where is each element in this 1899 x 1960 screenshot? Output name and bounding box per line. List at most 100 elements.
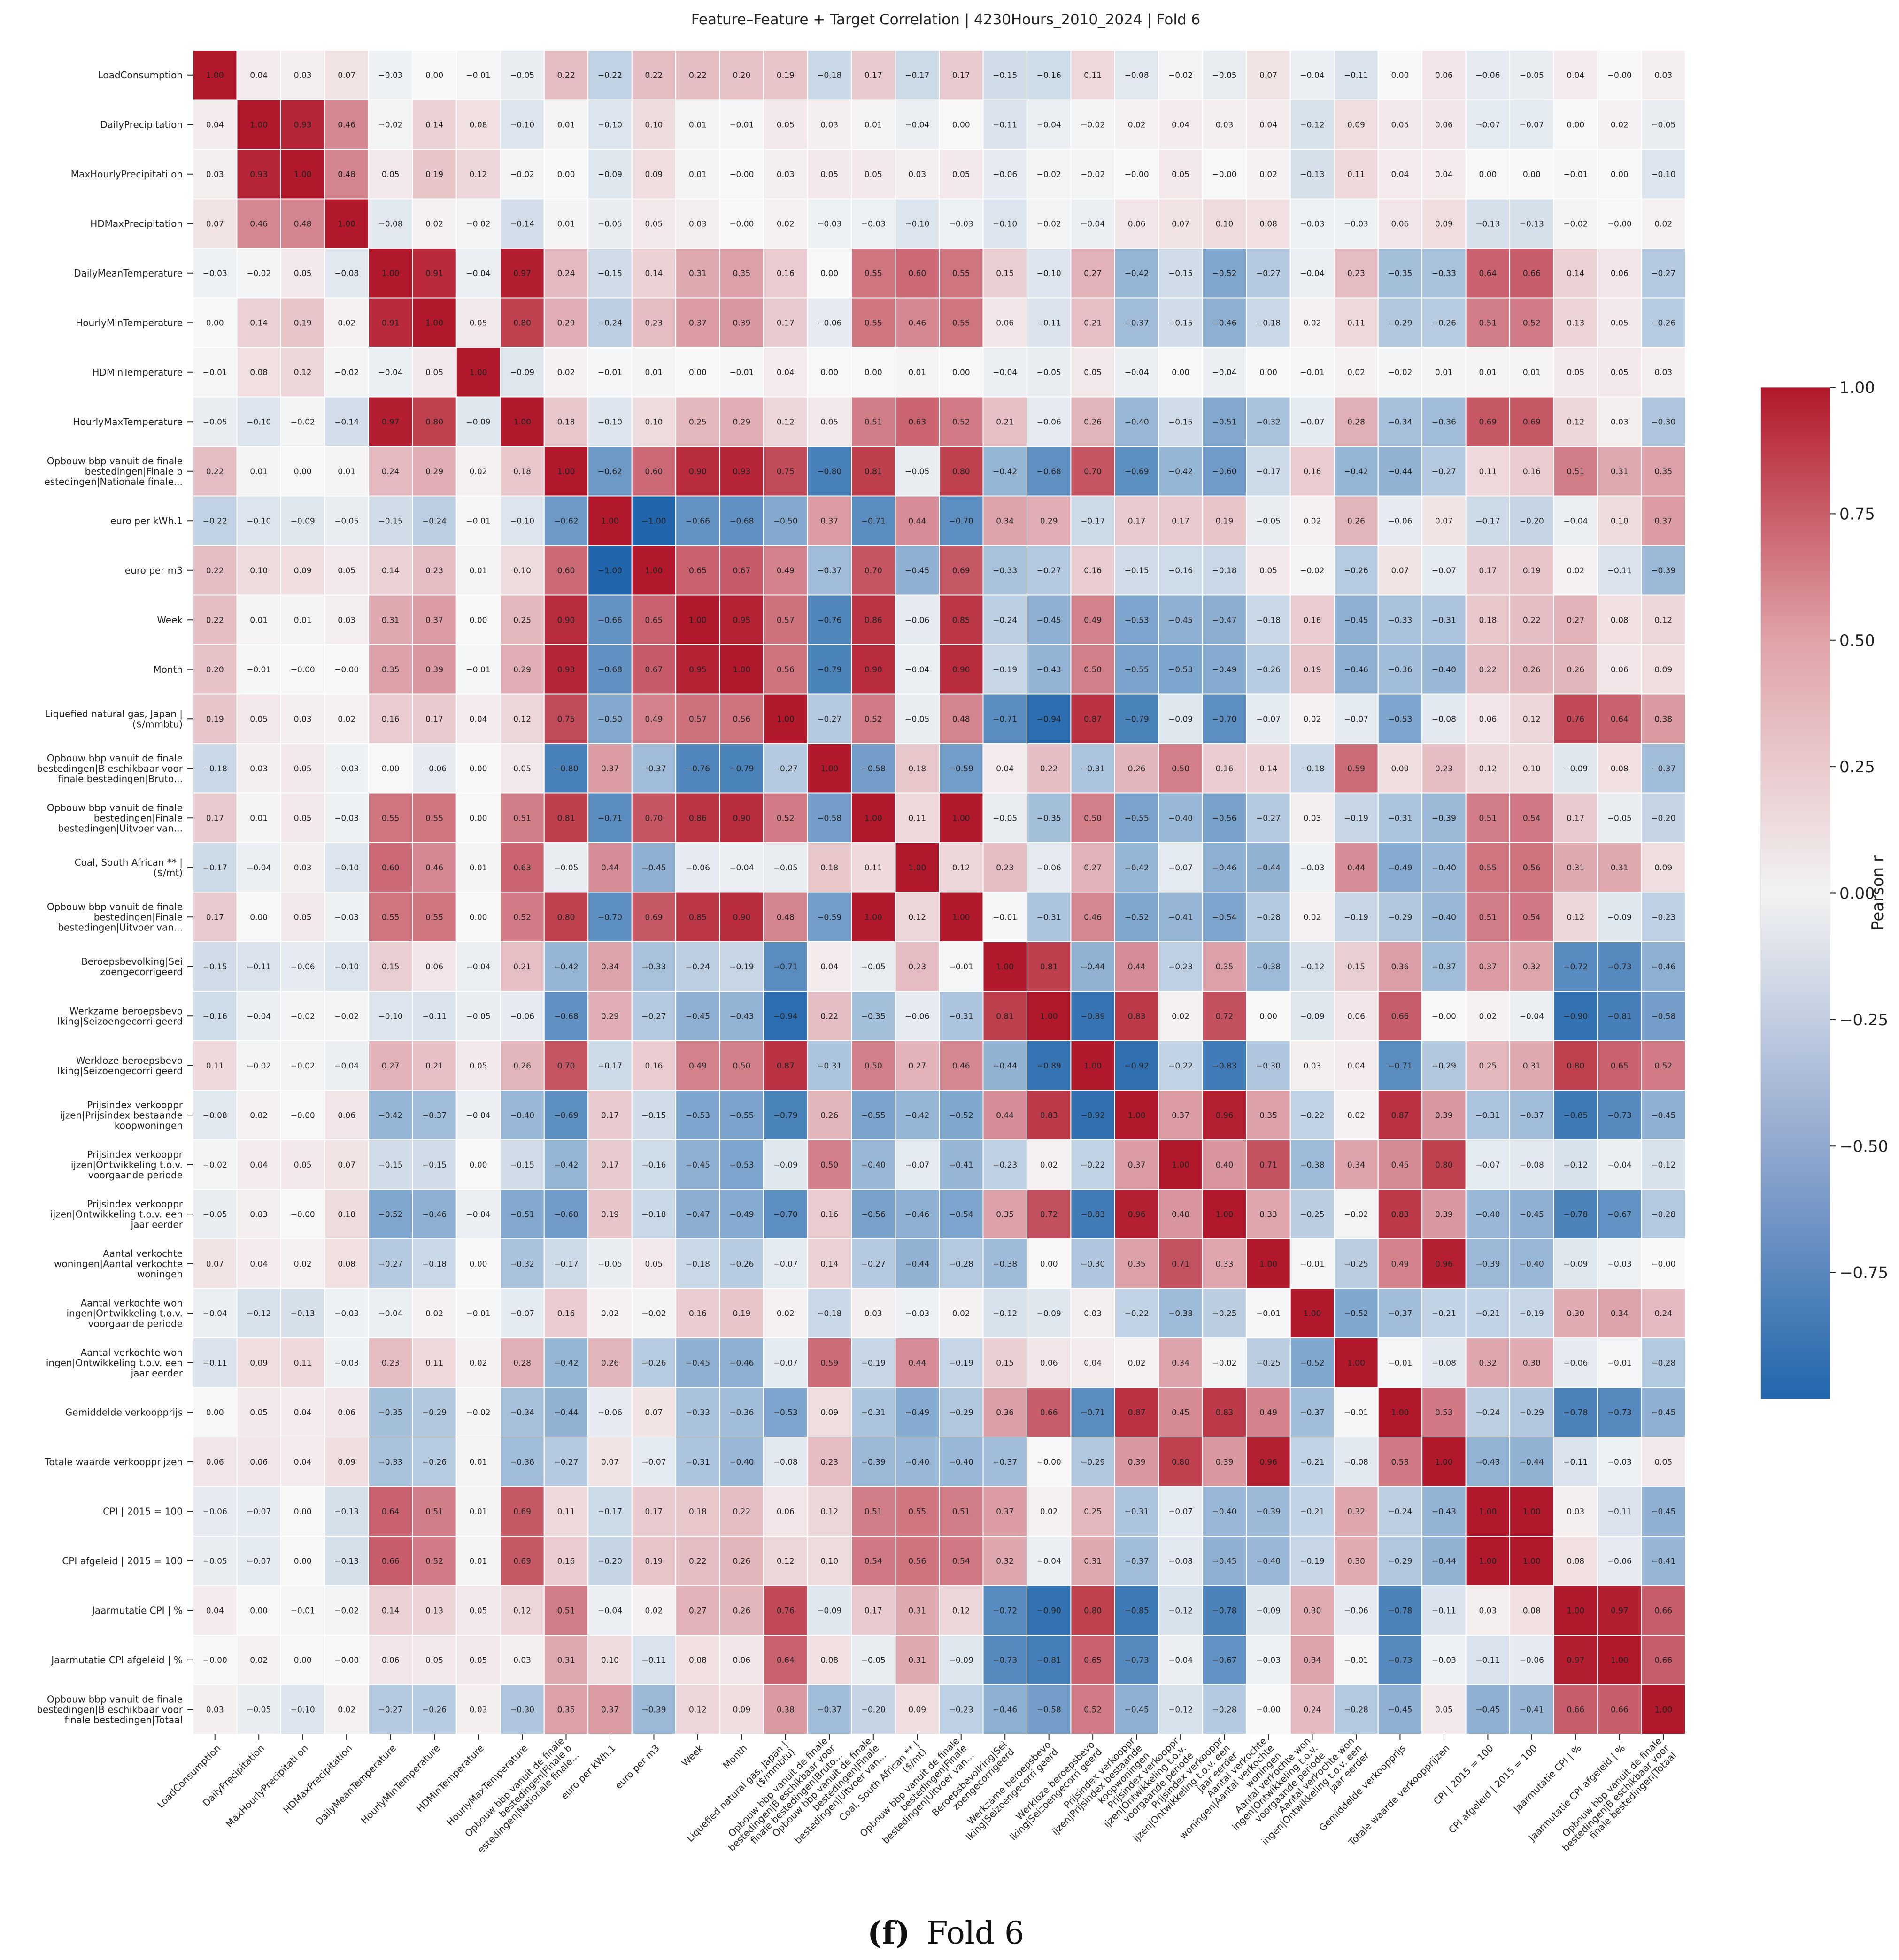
- cell-value-label: −0.06: [203, 1507, 227, 1516]
- cell-value-label: −0.21: [1432, 1309, 1456, 1318]
- cell-value-label: 0.04: [1435, 170, 1453, 179]
- cell-value-label: −0.45: [1651, 1507, 1675, 1516]
- heatmap-cell: [1070, 892, 1115, 942]
- cell-value-label: −0.03: [334, 913, 359, 922]
- cell-value-label: −0.07: [1432, 566, 1456, 576]
- cell-value-label: −0.07: [773, 1359, 798, 1368]
- heatmap-cell: [500, 1288, 545, 1338]
- cell-value-label: 0.06: [1347, 1012, 1365, 1021]
- cell-value-label: −0.01: [203, 368, 227, 377]
- cell-value-label: 0.07: [1172, 219, 1189, 229]
- cell-value-label: −0.02: [1300, 566, 1324, 576]
- heatmap-cell: [675, 1040, 720, 1091]
- heatmap-cell: [1246, 1387, 1291, 1437]
- cell-value-label: 0.07: [338, 71, 355, 80]
- heatmap-cell: [368, 1585, 413, 1636]
- row-tick-label: euro per m3: [125, 565, 183, 576]
- cell-value-label: −0.06: [422, 764, 447, 774]
- heatmap-cell: [1114, 347, 1159, 398]
- cell-value-label: −0.11: [1607, 566, 1632, 576]
- cell-value-label: −0.46: [1212, 318, 1237, 328]
- cell-value-label: −0.24: [1388, 1507, 1412, 1516]
- heatmap-cell: [1377, 396, 1423, 447]
- heatmap-cell: [280, 1437, 325, 1487]
- heatmap-cell: [675, 50, 720, 100]
- cell-value-label: 0.21: [513, 962, 531, 972]
- heatmap-cell: [939, 198, 984, 249]
- cell-value-label: 0.04: [1172, 120, 1189, 130]
- cell-value-label: 1.00: [1435, 1458, 1453, 1467]
- heatmap-cell: [1202, 693, 1247, 744]
- heatmap-cell: [324, 1486, 369, 1537]
- cell-value-label: −0.10: [1651, 170, 1675, 179]
- column-tick-label: Month: [721, 1743, 749, 1771]
- heatmap-cell: [193, 1090, 238, 1140]
- cell-value-label: 0.09: [338, 1458, 355, 1467]
- cell-value-label: 1.00: [1216, 1210, 1234, 1219]
- heatmap-cell: [1026, 495, 1072, 546]
- cell-value-label: 0.93: [733, 467, 750, 477]
- cell-value-label: −0.33: [993, 566, 1017, 576]
- heatmap-cell: [543, 495, 589, 546]
- heatmap-cell: [675, 693, 720, 744]
- cell-value-label: 0.23: [645, 318, 663, 328]
- cell-value-label: 0.55: [382, 913, 400, 922]
- cell-value-label: −0.90: [1037, 1606, 1061, 1615]
- cell-value-label: −0.08: [1344, 1458, 1368, 1467]
- heatmap-cell: [1377, 743, 1423, 794]
- cell-value-label: 1.00: [1654, 1705, 1672, 1714]
- heatmap-cell: [763, 1189, 808, 1239]
- cell-value-label: 0.04: [294, 1458, 312, 1467]
- heatmap-cell: [1553, 347, 1598, 398]
- heatmap-cell: [631, 892, 677, 942]
- heatmap-cell: [280, 99, 325, 150]
- cell-value-label: −0.08: [203, 1111, 227, 1120]
- cell-value-label: 0.00: [294, 467, 312, 477]
- cell-value-label: 0.06: [1611, 269, 1629, 278]
- cell-value-label: 0.81: [1040, 962, 1058, 972]
- cell-value-label: −0.17: [1256, 467, 1281, 477]
- heatmap-cell: [368, 1486, 413, 1537]
- cell-value-label: −0.94: [1037, 715, 1061, 724]
- heatmap-cell: [763, 1238, 808, 1289]
- heatmap-cell: [675, 1585, 720, 1636]
- heatmap-cell: [1246, 991, 1291, 1041]
- cell-value-label: 0.93: [294, 120, 312, 130]
- cell-value-label: 0.86: [689, 814, 707, 823]
- cell-value-label: −0.17: [598, 1061, 622, 1071]
- cell-value-label: 0.70: [1084, 467, 1102, 477]
- heatmap-cell: [324, 1437, 369, 1487]
- cell-value-label: 0.05: [1567, 368, 1584, 377]
- heatmap-cell: [895, 99, 940, 150]
- heatmap-cell: [500, 396, 545, 447]
- cell-value-label: −0.13: [334, 1507, 359, 1516]
- cell-value-label: −0.00: [1651, 1260, 1675, 1269]
- cell-value-label: −0.33: [378, 1458, 403, 1467]
- cell-value-label: −0.11: [422, 1012, 447, 1021]
- cell-value-label: 1.00: [865, 913, 882, 922]
- heatmap-cell: [675, 941, 720, 992]
- cell-value-label: 0.26: [733, 1557, 750, 1566]
- cell-value-label: 0.02: [250, 1656, 268, 1665]
- heatmap-cell: [455, 248, 501, 299]
- heatmap-cell: [455, 1040, 501, 1091]
- cell-value-label: 0.19: [1304, 665, 1321, 675]
- cell-value-label: −0.01: [1344, 1408, 1368, 1417]
- heatmap-cell: [631, 149, 677, 200]
- cell-value-label: −0.05: [1651, 120, 1675, 130]
- cell-value-label: −0.30: [1651, 417, 1675, 427]
- heatmap-cell: [1158, 892, 1203, 942]
- cell-value-label: 0.51: [1567, 467, 1584, 477]
- cell-value-label: 0.12: [1567, 913, 1584, 922]
- heatmap-cell: [1070, 693, 1115, 744]
- heatmap-cell: [1509, 743, 1554, 794]
- cell-value-label: 0.02: [1654, 219, 1672, 229]
- cell-value-label: 0.50: [733, 1061, 750, 1071]
- cell-value-label: 0.28: [513, 1359, 531, 1368]
- cell-value-label: −0.06: [1037, 417, 1061, 427]
- cell-value-label: −0.00: [334, 665, 359, 675]
- heatmap-cell: [280, 1684, 325, 1735]
- cell-value-label: 0.00: [470, 814, 487, 823]
- cell-value-label: −0.28: [1212, 1705, 1237, 1714]
- heatmap-cell: [939, 50, 984, 100]
